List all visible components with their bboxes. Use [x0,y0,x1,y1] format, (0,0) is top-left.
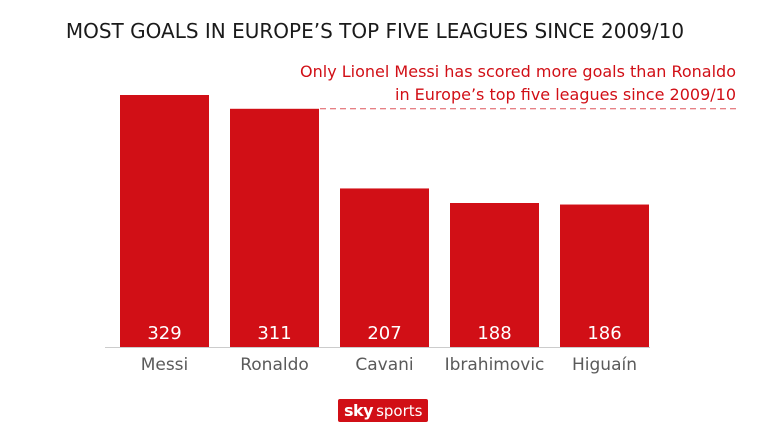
value-label-cavani: 207 [367,323,401,344]
bar-ibrahimovic [450,203,539,347]
bar-higuan [560,204,649,347]
category-label-ronaldo: Ronaldo [240,355,309,375]
chart-title: MOST GOALS IN EUROPE’S TOP FIVE LEAGUES … [66,19,684,43]
category-label-ibrahimovic: Ibrahimovic [445,355,545,375]
category-label-cavani: Cavani [355,355,413,375]
bar-messi [120,95,209,347]
value-label-higuan: 186 [587,323,621,344]
annotation-line-1: Only Lionel Messi has scored more goals … [300,62,736,81]
category-label-messi: Messi [141,355,189,375]
value-label-ronaldo: 311 [257,323,291,344]
annotation-line-2: in Europe’s top five leagues since 2009/… [395,85,736,104]
sky-sports-logo: sky sports [338,399,429,422]
value-label-ibrahimovic: 188 [477,323,511,344]
category-label-higuan: Higuaín [572,355,637,375]
logo-sports-text: sports [376,401,423,420]
bar-cavani [340,188,429,347]
value-label-messi: 329 [147,323,181,344]
bar-ronaldo [230,108,319,347]
logo-sky-text: sky [344,401,374,420]
